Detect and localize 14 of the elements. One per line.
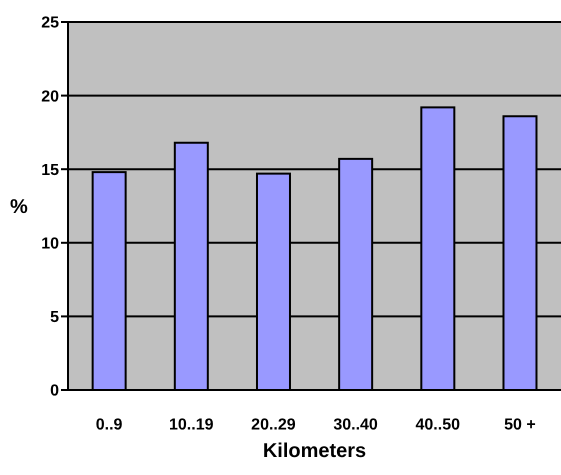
y-tick-label: 10: [41, 235, 60, 252]
y-tick-label: 20: [41, 88, 60, 106]
x-tick-label: 40..50: [416, 416, 460, 434]
x-tick-label: 10..19: [169, 416, 214, 434]
x-tick-label: 30..40: [333, 416, 378, 434]
x-tick-label: 50 +: [504, 416, 536, 434]
y-axis-title: %: [10, 196, 28, 218]
x-tick-label: 20..29: [251, 416, 296, 434]
x-tick-label: 0..9: [96, 416, 123, 434]
y-tick-label: 25: [41, 14, 60, 32]
y-tick-label: 0: [50, 382, 60, 400]
x-axis-title: Kilometers: [262, 440, 366, 462]
y-tick-label: 15: [41, 162, 60, 179]
y-tick-label: 5: [50, 309, 60, 326]
